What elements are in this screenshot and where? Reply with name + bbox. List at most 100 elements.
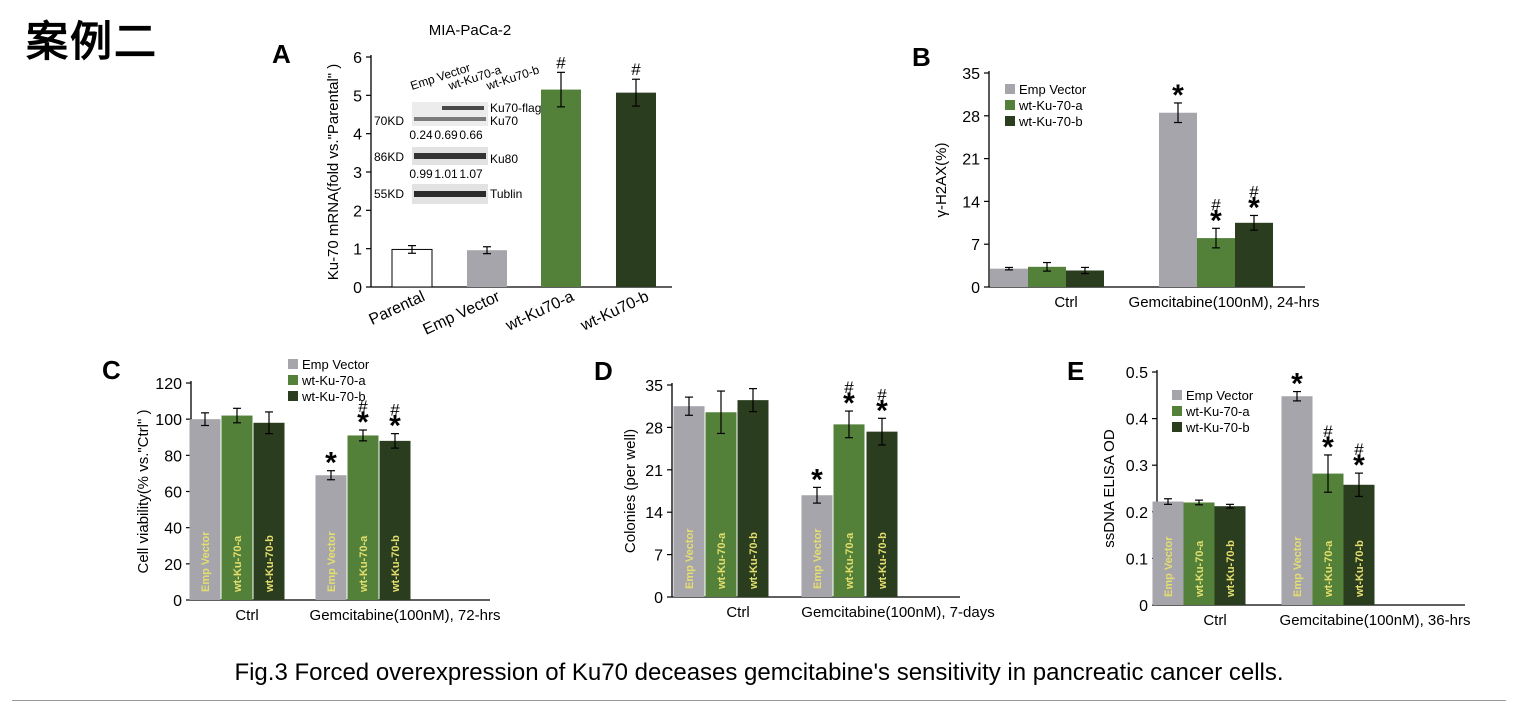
- legend-label: Emp Vector: [1019, 82, 1087, 97]
- bar: [616, 92, 656, 288]
- y-axis-label: γ-H2AX(%): [933, 142, 950, 217]
- significance-hash: #: [1249, 182, 1259, 201]
- legend-swatch: [1005, 84, 1015, 94]
- legend-label: wt-Ku-70-b: [1185, 420, 1250, 435]
- y-tick-label: 28: [645, 420, 663, 437]
- significance-hash: #: [1323, 422, 1333, 441]
- bar: [1281, 396, 1313, 605]
- x-tick-label: wt-Ku70-b: [578, 288, 652, 335]
- significance-hash: #: [1354, 440, 1364, 459]
- legend-swatch: [1005, 116, 1015, 126]
- significance-star: *: [811, 463, 823, 496]
- y-tick-label: 60: [164, 485, 182, 502]
- y-tick-label: 7: [971, 237, 980, 254]
- blot-marker: 86KD: [374, 150, 404, 164]
- significance-star: *: [1291, 368, 1303, 401]
- bar-inner-label: wt-Ku-70-b: [1225, 540, 1237, 598]
- significance-hash: #: [877, 385, 887, 404]
- y-tick-label: 21: [962, 152, 980, 169]
- legend-swatch: [1005, 100, 1015, 110]
- bar-inner-label: wt-Ku-70-a: [716, 532, 728, 590]
- significance-star: *: [1248, 191, 1260, 224]
- y-tick-label: 0: [971, 280, 980, 297]
- bar-inner-label: Emp Vector: [200, 531, 212, 592]
- panel-a: A MIA-PaCa-2 0 1 2 3 4 5 6 Ku-70 mRNA(fold vs."Pa…: [272, 22, 672, 339]
- y-tick-label: 4: [353, 127, 362, 144]
- significance-star: *: [1322, 431, 1334, 464]
- bar: [379, 440, 411, 600]
- x-group-label: Ctrl: [1054, 294, 1077, 311]
- blot-quant: 0.69: [434, 128, 458, 142]
- y-tick-label: 0.1: [1126, 551, 1148, 568]
- y-tick-label: 35: [962, 66, 980, 83]
- bar: [990, 268, 1028, 287]
- bar: [189, 419, 221, 600]
- bar-inner-label: wt-Ku-70-a: [358, 535, 370, 593]
- y-tick-label: 5: [353, 88, 362, 105]
- y-axis-label: Cell viability(% vs."Ctrl" ): [135, 409, 152, 573]
- bar-inner-label: wt-Ku-70-b: [390, 535, 402, 593]
- significance-hash: #: [631, 60, 641, 79]
- blot-band: [414, 117, 486, 121]
- y-tick-label: 0: [353, 280, 362, 297]
- bar: [866, 431, 898, 597]
- y-tick-label: 40: [164, 521, 182, 538]
- significance-hash: #: [358, 397, 368, 416]
- bar-inner-label: wt-Ku-70-b: [1354, 540, 1366, 598]
- bar: [391, 248, 433, 288]
- legend-label: wt-Ku-70-a: [1185, 404, 1250, 419]
- significance-star: *: [1172, 79, 1184, 112]
- blot-quant: 1.01: [434, 167, 458, 181]
- panel-d: D 0 7 14 21 28 35 Colonies (per well) Emp Vector…: [594, 356, 995, 621]
- panel-letter: B: [912, 42, 931, 72]
- bar-inner-label: wt-Ku-70-a: [1194, 540, 1206, 598]
- bar: [673, 406, 705, 597]
- bar: [1159, 112, 1197, 287]
- figure-caption: Fig.3 Forced overexpression of Ku70 dece…: [234, 659, 1284, 686]
- y-tick-label: 0.2: [1126, 505, 1148, 522]
- bar-inner-label: Emp Vector: [1292, 536, 1304, 597]
- blot-marker: 55KD: [374, 187, 404, 201]
- bar-inner-label: Emp Vector: [684, 528, 696, 589]
- panel-e: E 0 0.1 0.2 0.3 0.4 0.5 ssDNA ELISA OD Emp Vecto…: [1067, 356, 1470, 629]
- significance-hash: #: [556, 53, 566, 72]
- panel-letter: E: [1067, 356, 1084, 386]
- x-tick-label: Emp Vector: [421, 288, 504, 339]
- y-tick-label: 35: [645, 378, 663, 395]
- y-tick-label: 0: [1139, 598, 1148, 615]
- bar-inner-label: wt-Ku-70-b: [264, 535, 276, 593]
- blot-band: [414, 191, 486, 197]
- bar: [1066, 270, 1104, 287]
- x-group-label: Gemcitabine(100nM), 36-hrs: [1280, 612, 1471, 629]
- caption-divider: [12, 700, 1506, 701]
- blot-band: [442, 106, 484, 110]
- y-tick-label: 7: [654, 548, 663, 565]
- y-axis-label: Colonies (per well): [622, 429, 639, 553]
- blot-marker: 70KD: [374, 114, 404, 128]
- panel-letter: C: [102, 355, 121, 385]
- y-axis-label: ssDNA ELISA OD: [1101, 429, 1118, 548]
- significance-hash: #: [390, 401, 400, 420]
- bar: [737, 400, 769, 597]
- legend-swatch: [288, 359, 298, 369]
- bar: [541, 89, 581, 287]
- legend-label: wt-Ku-70-a: [1018, 98, 1083, 113]
- y-tick-label: 20: [164, 557, 182, 574]
- blot-band-label: Ku70-flag: [490, 101, 541, 115]
- legend-label: wt-Ku-70-b: [301, 389, 366, 404]
- bar: [1214, 506, 1246, 605]
- blot-quant: 0.99: [409, 167, 433, 181]
- bar: [1235, 222, 1273, 287]
- x-tick-label: wt-Ku70-a: [503, 288, 577, 335]
- bar: [253, 422, 285, 600]
- bar-inner-label: wt-Ku-70-b: [748, 532, 760, 590]
- bar: [1183, 502, 1215, 605]
- panel-letter: A: [272, 39, 291, 69]
- y-tick-label: 1: [353, 242, 362, 259]
- western-blot-inset: Emp Vectorwt-Ku70-awt-Ku70-b70KDKu70-fla…: [374, 60, 541, 204]
- y-tick-label: 28: [962, 109, 980, 126]
- x-group-label: Ctrl: [1203, 612, 1226, 629]
- significance-star: *: [843, 387, 855, 420]
